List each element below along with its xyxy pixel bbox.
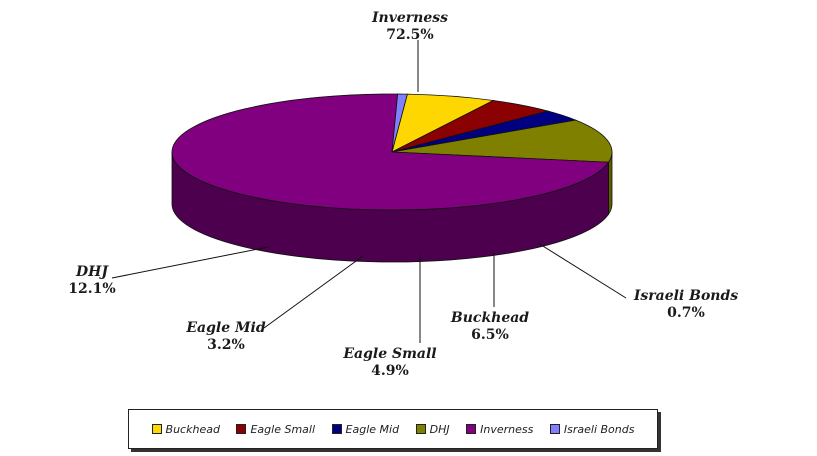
slice-label-buckhead: Buckhead (450, 310, 529, 326)
slice-percent-dhj: 12.1% (68, 281, 115, 297)
slice-percent-eagle-small: 4.9% (371, 363, 409, 379)
legend-label: Israeli Bonds (563, 422, 635, 436)
legend-item-israeli-bonds: Israeli Bonds (549, 422, 635, 436)
slice-percent-israeli-bonds: 0.7% (667, 305, 705, 321)
slice-percent-eagle-mid: 3.2% (207, 337, 245, 353)
legend-swatch (549, 424, 560, 434)
legend-label: Eagle Mid (345, 422, 400, 436)
slice-label-dhj: DHJ (75, 264, 109, 280)
slice-label-israeli-bonds: Israeli Bonds (633, 288, 738, 304)
slice-percent-buckhead: 6.5% (471, 327, 509, 343)
legend-swatch (236, 424, 247, 434)
legend-item-dhj: DHJ (415, 422, 450, 436)
legend-label: Buckhead (165, 422, 220, 436)
legend-swatch (151, 424, 162, 434)
slice-percent-inverness: 72.5% (386, 27, 433, 43)
legend-label: Eagle Small (250, 422, 316, 436)
leader-line-dhj (111, 246, 269, 279)
legend-label: Inverness (480, 422, 534, 436)
leader-line-israeli-bonds (537, 242, 627, 299)
pie-slice-israeli-bonds (391, 93, 408, 153)
legend-swatch (415, 424, 426, 434)
legend-label: DHJ (429, 422, 450, 436)
slice-label-eagle-small: Eagle Small (342, 346, 436, 362)
pie-slice-inverness (171, 93, 610, 211)
chart-legend: Buckhead Eagle Small Eagle Mid DHJ Inverness… (128, 409, 658, 449)
legend-item-eagle-mid: Eagle Mid (331, 422, 400, 436)
leader-line-eagle-mid (263, 255, 364, 329)
slice-label-inverness: Inverness (371, 10, 448, 26)
legend-item-buckhead: Buckhead (151, 422, 220, 436)
legend-item-eagle-small: Eagle Small (236, 423, 315, 436)
slice-label-eagle-mid: Eagle Mid (185, 320, 265, 336)
legend-swatch (331, 424, 342, 434)
legend-item-inverness: Inverness (466, 423, 533, 436)
legend-swatch (466, 424, 477, 434)
pie-slice-dhj (391, 119, 613, 163)
